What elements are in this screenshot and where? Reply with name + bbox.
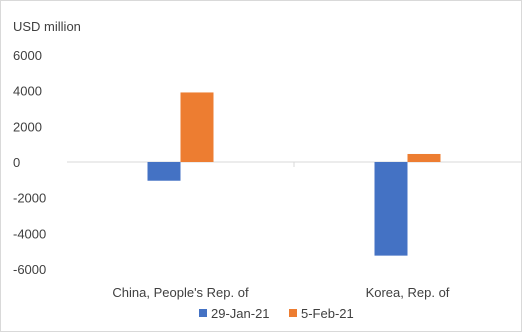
y-tick-labels: 6000 4000 2000 0 -2000 -4000 -6000: [13, 48, 46, 277]
legend-label: 5-Feb-21: [301, 306, 354, 321]
bar: [374, 162, 408, 256]
x-tick-label: China, People's Rep. of: [112, 285, 249, 300]
y-tick-label: 0: [13, 155, 20, 170]
y-tick-label: 6000: [13, 48, 42, 63]
legend-swatch: [289, 309, 297, 317]
bar: [147, 162, 181, 181]
legend-label: 29-Jan-21: [211, 306, 270, 321]
x-tick-label: Korea, Rep. of: [366, 285, 450, 300]
y-tick-label: -6000: [13, 262, 46, 277]
y-tick-label: 4000: [13, 84, 42, 99]
bar-chart: USD million 6000 4000 2000 0 -2000 -4000 -6000…: [13, 19, 521, 321]
bars: [147, 92, 441, 256]
bar: [407, 153, 441, 162]
y-axis-label: USD million: [13, 19, 81, 34]
legend: 29-Jan-21 5-Feb-21: [199, 306, 354, 321]
y-tick-label: 2000: [13, 119, 42, 134]
legend-swatch: [199, 309, 207, 317]
y-tick-label: -4000: [13, 226, 46, 241]
x-tick-labels: China, People's Rep. of Korea, Rep. of: [112, 285, 449, 300]
y-tick-label: -2000: [13, 191, 46, 206]
bar: [180, 92, 214, 162]
